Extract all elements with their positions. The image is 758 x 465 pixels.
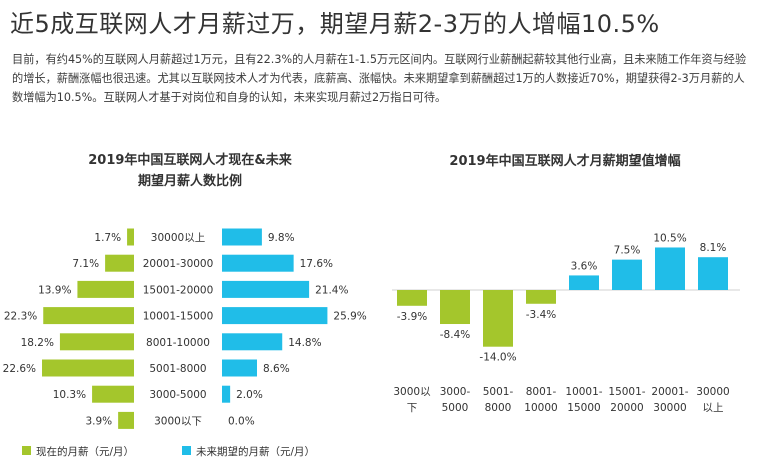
salary-range-tick-label: 以上 [703, 402, 724, 414]
positive-growth-bar [569, 275, 599, 290]
future-salary-bar [222, 385, 231, 403]
growth-value-label: -14.0% [479, 352, 516, 364]
left-chart-title: 2019年中国互联网人才现在&未来 期望月薪人数比例 [40, 150, 340, 192]
growth-value-label: 7.5% [614, 245, 641, 257]
current-salary-label: 13.9% [38, 284, 71, 296]
salary-range-tick-label: 15001- [608, 386, 645, 398]
future-salary-bar [222, 254, 294, 272]
future-salary-bar [222, 280, 310, 298]
salary-range-tick-label: 5000 [442, 402, 469, 414]
legend-future-swatch [182, 446, 191, 455]
left-chart-title-line-2: 期望月薪人数比例 [137, 174, 242, 189]
salary-range-label: 3000以下 [154, 415, 202, 427]
salary-range-tick-label: 15000 [567, 402, 600, 414]
left-chart-title-line-1: 2019年中国互联网人才现在&未来 [88, 153, 292, 168]
growth-value-label: 3.6% [571, 260, 598, 272]
salary-range-label: 30000以上 [151, 232, 205, 244]
current-salary-bar [92, 385, 134, 403]
future-salary-bar [222, 228, 262, 246]
legend-current-label: 现在的月薪（元/月） [36, 445, 134, 458]
legend-future-label: 未来期望的月薪（元/月） [196, 445, 315, 458]
negative-growth-bar [483, 290, 513, 347]
future-salary-label: 2.0% [236, 389, 263, 401]
salary-range-tick-label: 3000以 [393, 386, 431, 398]
current-salary-bar [42, 359, 134, 377]
future-salary-label: 8.6% [263, 363, 290, 375]
current-salary-label: 1.7% [94, 232, 121, 244]
current-salary-bar [127, 228, 134, 246]
salary-range-label: 15001-20000 [143, 284, 214, 296]
salary-range-label: 20001-30000 [143, 258, 214, 270]
salary-range-label: 3000-5000 [149, 389, 206, 401]
future-salary-label: 14.8% [288, 337, 321, 349]
salary-range-tick-label: 20001- [651, 386, 688, 398]
positive-growth-bar [698, 257, 728, 290]
current-salary-label: 10.3% [53, 389, 86, 401]
growth-value-label: 10.5% [653, 232, 686, 244]
salary-range-tick-label: 5001- [483, 386, 514, 398]
current-salary-label: 18.2% [21, 337, 54, 349]
current-salary-bar [77, 280, 134, 298]
current-salary-label: 22.6% [3, 363, 36, 375]
growth-value-label: -8.4% [440, 329, 470, 341]
current-salary-bar [105, 254, 134, 272]
salary-range-tick-label: 8001- [526, 386, 557, 398]
salary-range-label: 8001-10000 [146, 337, 210, 349]
salary-range-tick-label: 30000 [696, 386, 729, 398]
future-salary-bar [222, 307, 328, 325]
future-salary-bar [222, 333, 283, 351]
salary-range-label: 10001-15000 [143, 311, 214, 323]
intro-paragraph: 目前，有约45%的互联网人月薪超过1万元，且有22.3%的人月薪在1-1.5万元… [12, 53, 747, 104]
salary-range-tick-label: 下 [407, 402, 418, 414]
future-salary-label: 0.0% [228, 415, 255, 427]
salary-range-tick-label: 10000 [524, 402, 557, 414]
right-chart-title: 2019年中国互联网人才月薪期望值增幅 [449, 154, 681, 169]
current-salary-bar [118, 411, 134, 429]
future-salary-label: 21.4% [315, 284, 348, 296]
page-headline: 近5成互联网人才月薪过万，期望月薪2-3万的人增幅10.5% [10, 10, 660, 38]
legend-current-swatch [22, 446, 31, 455]
current-salary-bar [43, 307, 134, 325]
future-salary-label: 9.8% [268, 232, 295, 244]
current-salary-label: 22.3% [4, 311, 37, 323]
salary-range-tick-label: 3000- [440, 386, 471, 398]
salary-range-tick-label: 8000 [485, 402, 512, 414]
negative-growth-bar [526, 290, 556, 304]
future-salary-label: 17.6% [300, 258, 333, 270]
growth-value-label: -3.4% [526, 309, 556, 321]
current-salary-bar [59, 333, 135, 351]
future-salary-bar [222, 359, 258, 377]
positive-growth-bar [612, 259, 642, 290]
negative-growth-bar [440, 290, 470, 325]
salary-range-tick-label: 10001- [565, 386, 602, 398]
current-salary-label: 7.1% [72, 258, 99, 270]
current-salary-label: 3.9% [85, 415, 112, 427]
future-salary-label: 25.9% [333, 311, 366, 323]
negative-growth-bar [397, 290, 427, 306]
positive-growth-bar [655, 247, 685, 290]
salary-range-tick-label: 30000 [653, 402, 686, 414]
salary-range-label: 5001-8000 [149, 363, 206, 375]
growth-value-label: 8.1% [700, 242, 727, 254]
growth-value-label: -3.9% [397, 311, 427, 323]
salary-range-tick-label: 20000 [610, 402, 643, 414]
